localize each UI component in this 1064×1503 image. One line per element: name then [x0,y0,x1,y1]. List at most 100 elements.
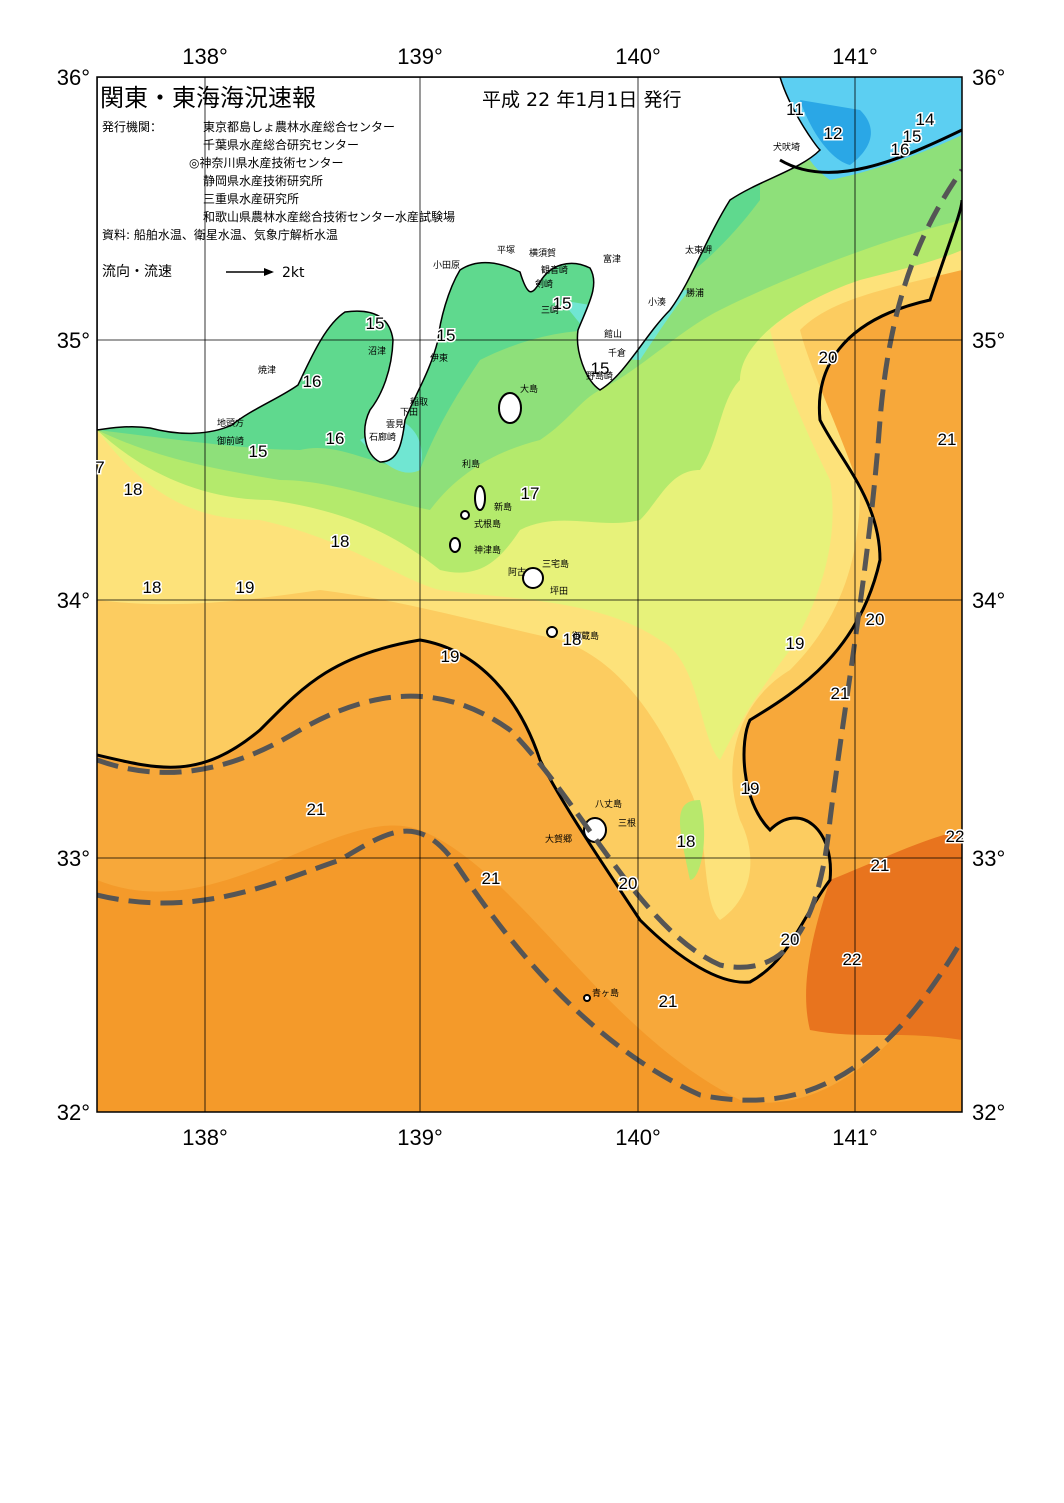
issuer: ◎神奈川県水産技術センター [189,155,343,170]
latitude-label: 34° [57,588,90,613]
latitude-label: 33° [57,846,90,871]
temperature-label: 12 [824,124,843,143]
place-name: 勝浦 [686,287,704,299]
place-name: 野島崎 [586,370,613,382]
place-name: 三崎 [541,304,559,316]
legend-speed: 2kt [282,265,305,281]
issuer: 和歌山県農林水産総合技術センター水産試験場 [203,209,455,224]
temperature-label: 18 [143,578,162,597]
temperature-label: 20 [866,610,885,629]
temperature-label: 18 [563,630,582,649]
data-source: 資料: 船舶水温、衛星水温、気象庁解析水温 [102,227,338,242]
issue-date: 平成 22 年1月1日 発行 [482,89,681,111]
place-name: 式根島 [474,518,501,530]
place-name: 太東岬 [685,244,712,256]
place-name: 犬吠埼 [773,141,800,153]
temperature-label: 22 [843,950,862,969]
place-name: 平塚 [497,245,515,256]
longitude-label: 140° [615,44,661,69]
place-name: 石廊崎 [369,431,396,443]
issuer: 三重県水産研究所 [203,191,299,206]
temperature-label: 11 [786,100,804,119]
temperature-label: 20 [819,348,838,367]
legend-arrowhead [264,268,274,276]
temperature-label: 19 [786,634,805,653]
temperature-label: 20 [619,874,638,893]
latitude-label: 36° [972,65,1005,90]
temperature-label: 20 [781,930,800,949]
latitude-label: 35° [972,328,1005,353]
issuer: 千葉県水産総合研究センター [203,137,359,152]
longitude-label: 138° [182,1125,228,1150]
place-name: 青ヶ島 [592,987,619,999]
sea-temperature-map [97,77,962,1112]
issuers-label: 発行機関： [102,119,162,134]
temperature-label: 21 [307,800,326,819]
islands [449,392,607,1002]
place-name: 新島 [494,501,512,513]
temperature-label: 7 [95,458,104,477]
longitude-label: 139° [397,44,443,69]
temperature-label: 15 [903,127,922,146]
latitude-label: 32° [57,1100,90,1125]
place-name: 八丈島 [595,798,622,810]
temperature-label: 18 [331,532,350,551]
map-frame [96,76,963,1113]
temperature-label: 16 [326,429,345,448]
place-name: 館山 [604,328,622,340]
temperature-label: 18 [124,480,143,499]
place-name: 阿古 [508,566,526,578]
longitude-label: 138° [182,44,228,69]
place-name: 大島 [520,383,538,395]
place-name: 剣崎 [535,278,553,290]
latitude-label: 33° [972,846,1005,871]
temperature-label: 15 [366,314,385,333]
place-name: 雲見 [386,419,404,430]
temperature-label: 19 [236,578,255,597]
place-name: 伊東 [430,352,448,364]
longitude-label: 139° [397,1125,443,1150]
place-name: 富津 [603,253,621,265]
place-name: 稲取 [410,396,428,408]
place-name: 下田 [400,407,418,418]
issuer: 東京都島しょ農林水産総合センター [203,119,395,134]
place-name: 沼津 [368,346,386,357]
temperature-label: 18 [677,832,696,851]
place-name: 横須賀 [529,247,556,259]
legend-label: 流向・流速 [102,264,172,280]
place-name: 御蔵島 [572,630,599,642]
place-name: 観音崎 [541,264,568,276]
place-name: 三宅島 [542,558,569,570]
temperature-label: 15 [437,326,456,345]
place-name: 利島 [462,458,480,470]
place-name: 御前崎 [217,435,244,447]
latitude-label: 36° [57,65,90,90]
longitude-label: 140° [615,1125,661,1150]
place-name: 小田原 [433,260,460,271]
temperature-label: 19 [741,779,760,798]
place-name: 神津島 [474,544,501,556]
temperature-label: 21 [482,869,501,888]
temperature-label: 22 [946,827,965,846]
temperature-label: 21 [831,684,850,703]
longitude-label: 141° [832,1125,878,1150]
place-name: 三根 [618,817,636,829]
temperature-label: 21 [938,430,957,449]
graticule [97,77,962,1112]
temperature-label: 21 [659,992,678,1011]
temperature-label: 15 [249,442,268,461]
place-name: 坪田 [550,586,568,597]
temperature-label: 16 [891,140,910,159]
temperature-label: 15 [553,294,572,313]
temperature-label: 19 [441,647,460,666]
temperature-label: 16 [303,372,322,391]
latitude-label: 35° [57,328,90,353]
place-name: 千倉 [608,347,626,359]
longitude-label: 141° [832,44,878,69]
temperature-label: 15 [591,359,610,378]
latitude-label: 34° [972,588,1005,613]
temperature-label: 14 [916,110,935,129]
temperature-label: 21 [871,856,890,875]
temperature-label: 17 [521,484,540,503]
